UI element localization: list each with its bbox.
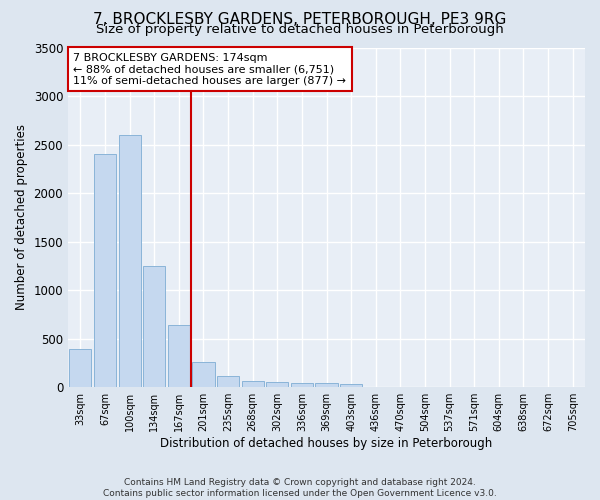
Bar — [143, 266, 165, 387]
Bar — [94, 154, 116, 387]
Text: Size of property relative to detached houses in Peterborough: Size of property relative to detached ho… — [96, 22, 504, 36]
Bar — [193, 362, 215, 387]
Y-axis label: Number of detached properties: Number of detached properties — [15, 124, 28, 310]
Text: 7, BROCKLESBY GARDENS, PETERBOROUGH, PE3 9RG: 7, BROCKLESBY GARDENS, PETERBOROUGH, PE3… — [94, 12, 506, 28]
Bar — [266, 382, 289, 387]
X-axis label: Distribution of detached houses by size in Peterborough: Distribution of detached houses by size … — [160, 437, 493, 450]
Bar — [291, 383, 313, 387]
Bar — [316, 384, 338, 387]
Bar — [340, 384, 362, 387]
Bar — [69, 350, 91, 387]
Text: 7 BROCKLESBY GARDENS: 174sqm
← 88% of detached houses are smaller (6,751)
11% of: 7 BROCKLESBY GARDENS: 174sqm ← 88% of de… — [73, 52, 346, 86]
Text: Contains HM Land Registry data © Crown copyright and database right 2024.
Contai: Contains HM Land Registry data © Crown c… — [103, 478, 497, 498]
Bar — [168, 325, 190, 387]
Bar — [217, 376, 239, 387]
Bar — [119, 135, 140, 387]
Bar — [242, 381, 264, 387]
